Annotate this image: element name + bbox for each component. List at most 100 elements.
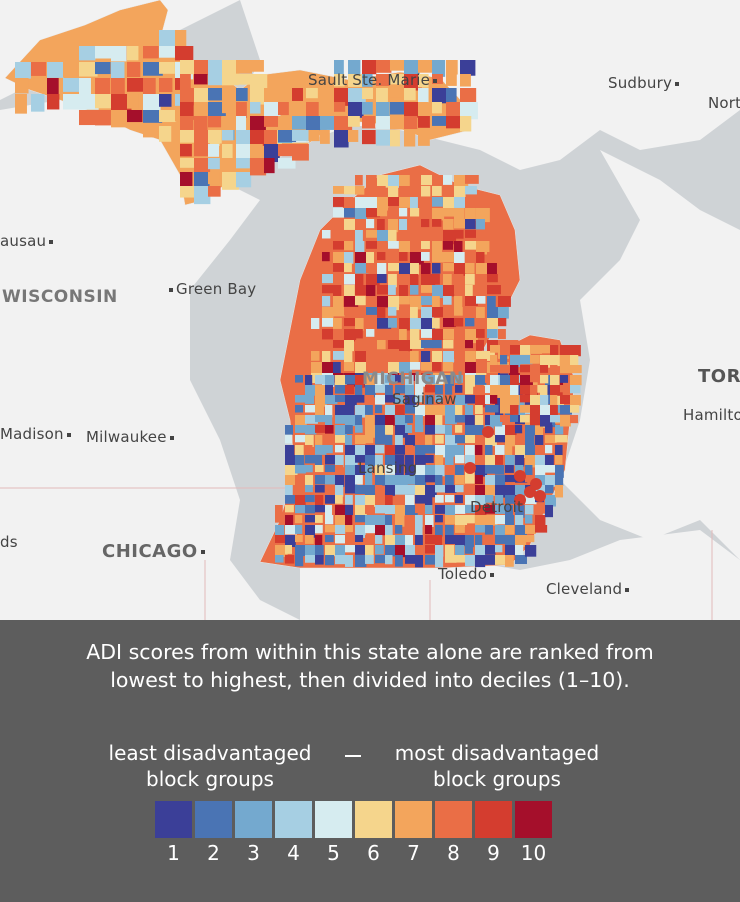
block-group (490, 365, 502, 373)
block-group (495, 445, 505, 455)
block-group (366, 274, 380, 286)
block-group (415, 505, 427, 514)
block-group (415, 545, 427, 554)
block-group (345, 535, 358, 544)
block-group (475, 465, 488, 477)
block-group (410, 274, 419, 287)
block-group (465, 495, 476, 505)
block-group (295, 505, 307, 514)
block-group (377, 340, 386, 350)
block-group (555, 435, 568, 443)
block-group (435, 525, 443, 537)
block-group (555, 405, 564, 413)
block-group (344, 285, 355, 298)
block-group (377, 186, 386, 198)
block-group (335, 555, 347, 565)
block-group (345, 435, 353, 448)
block-group (385, 395, 398, 403)
block-group (306, 88, 318, 99)
block-group (333, 340, 347, 348)
block-group (305, 455, 316, 464)
block-group (418, 130, 430, 146)
block-group (250, 88, 268, 105)
block-group (285, 495, 297, 504)
block-group (325, 515, 334, 525)
block-group (355, 285, 369, 296)
block-group (570, 345, 581, 357)
map-view[interactable]: Sault Ste. Marie Sudbury Nort ausau WISC… (0, 0, 740, 620)
city-saginaw: Saginaw (392, 390, 457, 408)
block-group (375, 555, 387, 564)
block-group (399, 230, 408, 240)
block-group (495, 375, 504, 387)
block-group (445, 505, 456, 518)
block-group (530, 385, 538, 397)
block-group (520, 375, 533, 388)
block-group (366, 329, 375, 337)
block-group (355, 535, 364, 543)
block-group (515, 535, 527, 547)
block-group (425, 415, 437, 427)
block-group (399, 197, 412, 208)
block-group (405, 465, 417, 478)
block-group (505, 505, 513, 516)
block-group (295, 385, 307, 394)
block-group (525, 425, 536, 436)
block-group (344, 351, 353, 365)
block-group (405, 505, 418, 518)
block-group (335, 425, 347, 437)
block-group (335, 505, 346, 517)
block-group (505, 465, 514, 473)
block-group (445, 465, 456, 478)
block-group (63, 78, 81, 92)
decile-label-4: 4 (287, 841, 300, 865)
block-group (432, 307, 446, 318)
block-group (525, 545, 537, 557)
block-group (432, 362, 442, 372)
block-group (454, 208, 465, 220)
block-group (405, 375, 414, 386)
block-group (344, 208, 355, 218)
block-group (418, 88, 429, 103)
block-group (355, 495, 367, 506)
block-group (445, 425, 453, 436)
land-ontario (560, 150, 740, 560)
block-group (465, 318, 475, 327)
city-hamilton: Hamilto (683, 406, 740, 424)
block-group (375, 445, 385, 454)
block-group (315, 425, 326, 433)
block-group (465, 197, 478, 211)
block-group (315, 495, 324, 506)
block-group (421, 318, 436, 332)
block-group (375, 485, 383, 493)
block-group (443, 340, 454, 349)
block-group (305, 495, 315, 503)
block-group (325, 465, 338, 473)
block-group (180, 158, 198, 168)
block-group (395, 495, 404, 504)
block-group (325, 425, 334, 434)
block-group (292, 116, 310, 130)
decile-label-6: 6 (367, 841, 380, 865)
block-group (487, 307, 499, 319)
block-group (475, 425, 484, 437)
block-group (435, 425, 447, 434)
block-group (476, 351, 489, 359)
block-group (445, 545, 455, 556)
block-group (355, 175, 363, 186)
block-group (111, 110, 130, 128)
block-group (355, 445, 368, 458)
block-group (375, 455, 383, 466)
block-group (376, 102, 390, 120)
block-group (375, 535, 383, 544)
block-group (180, 88, 194, 106)
block-group (560, 395, 572, 405)
block-group (410, 351, 419, 365)
block-group (446, 116, 464, 129)
block-group (264, 116, 279, 127)
block-group (395, 555, 403, 567)
block-group (143, 62, 163, 76)
block-group (410, 329, 420, 341)
block-group (365, 385, 376, 398)
block-group (344, 318, 357, 327)
